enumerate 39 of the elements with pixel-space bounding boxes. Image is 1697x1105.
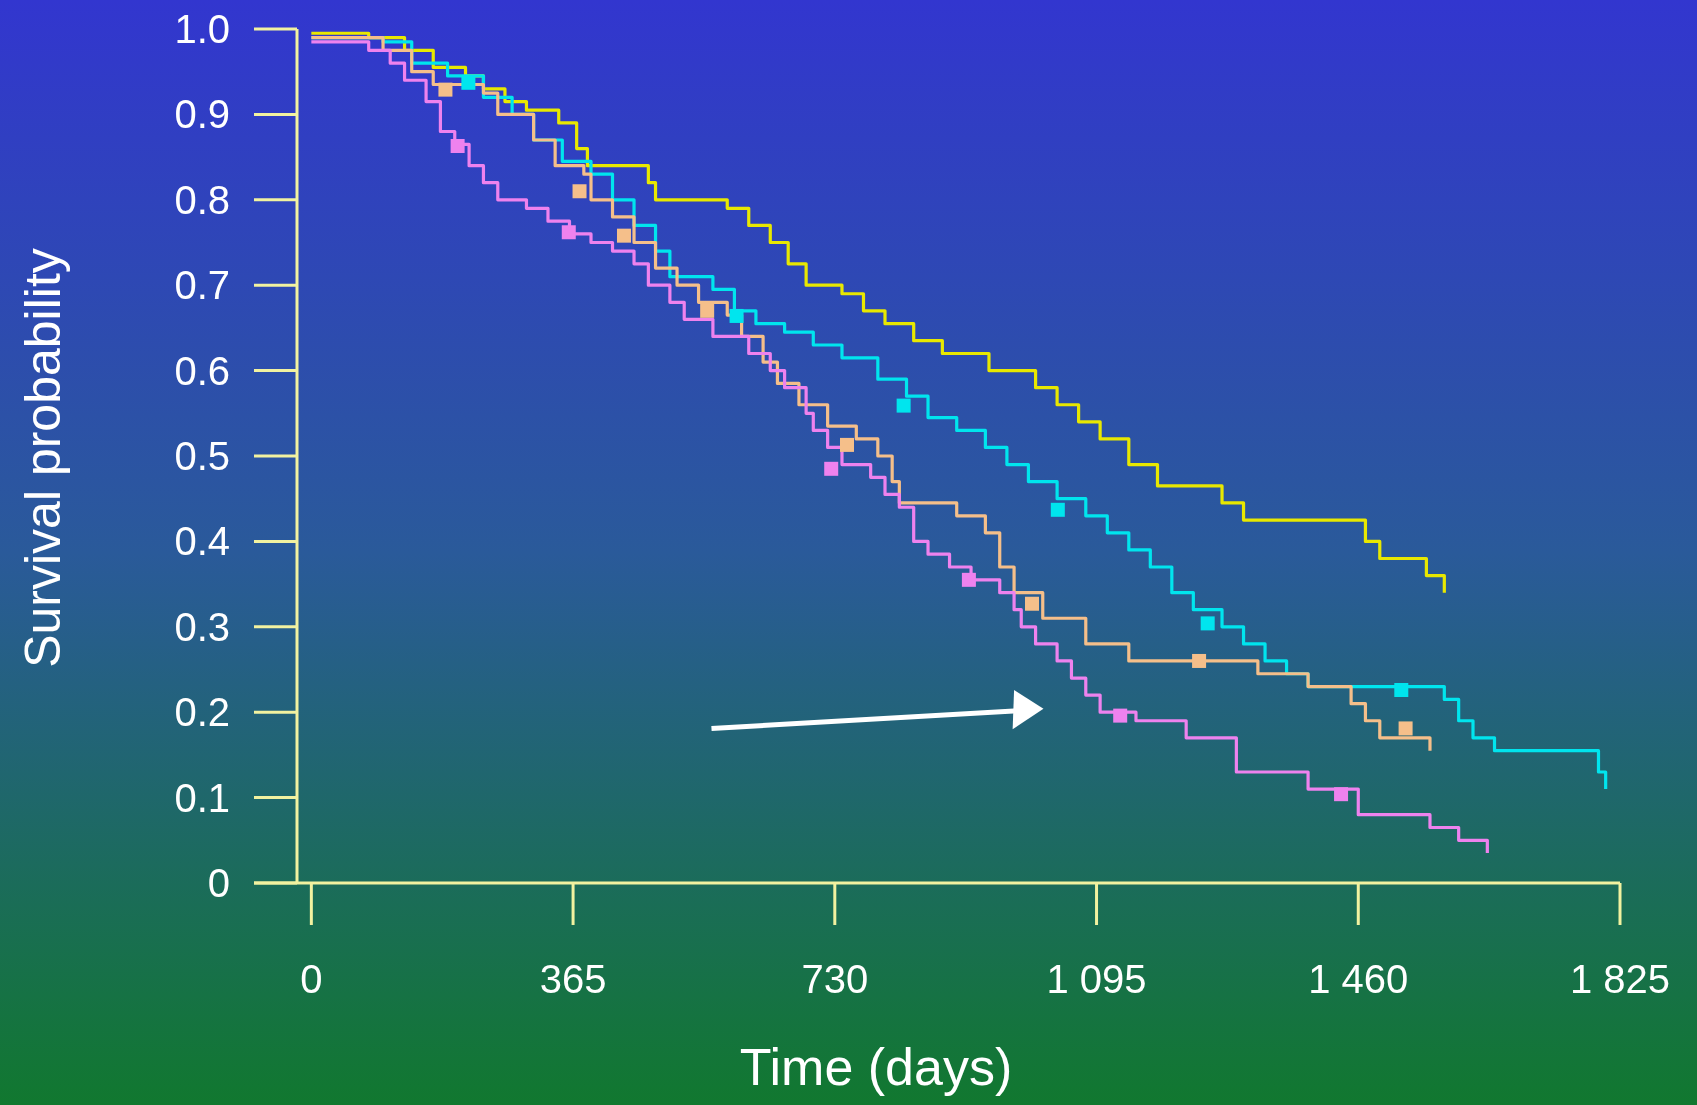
y-tick-label: 0.1 [174,775,230,820]
x-tick-label: 0 [300,957,323,1001]
point [561,225,576,240]
x-tick-label: 730 [801,957,869,1001]
point [961,572,976,587]
y-tick-label: 1.0 [174,7,230,51]
y-axis-title: Survival probability [15,248,71,668]
point [1113,708,1128,723]
point [438,82,453,97]
y-tick-label: 0.6 [174,348,230,393]
point [572,184,587,199]
point [450,139,465,153]
point [1050,502,1065,517]
point [700,303,715,318]
y-tick-label: 0.9 [174,92,230,137]
point [1334,787,1349,802]
y-tick-label: 0.3 [174,604,230,649]
point [1398,721,1413,736]
y-tick-label: 0.8 [174,177,230,222]
point [1025,596,1039,611]
point [896,398,911,413]
y-tick-label: 0.7 [174,263,230,308]
point [840,437,854,452]
y-tick-label: 0 [207,861,230,905]
x-tick-label: 1 095 [1046,957,1147,1001]
point [1200,616,1215,631]
point [824,461,839,476]
point [616,228,631,243]
point [1394,683,1409,697]
point [729,308,744,323]
x-tick-label: 1 825 [1569,957,1671,1001]
y-tick-label: 0.5 [174,434,230,478]
point [461,75,476,90]
y-tick-label: 0.2 [174,690,230,735]
x-axis-title: Time (days) [739,1038,1013,1096]
point [1192,653,1207,668]
y-tick-label: 0.4 [174,519,230,564]
x-tick-label: 1 460 [1308,957,1409,1001]
x-tick-label: 365 [539,957,607,1001]
